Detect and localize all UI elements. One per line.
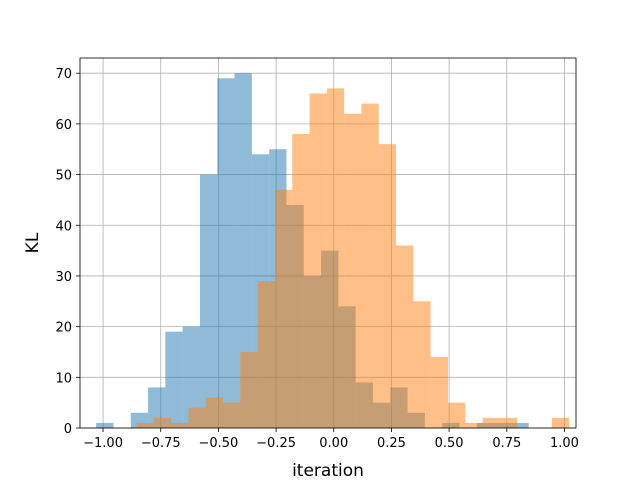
y-tick-label: 70 [55, 67, 72, 82]
histogram-bar [396, 245, 414, 428]
x-tick-label: −0.25 [256, 436, 296, 451]
histogram-bar [361, 103, 379, 428]
y-tick-label: 10 [55, 371, 72, 386]
histogram-bar [257, 281, 275, 428]
histogram-bar [96, 422, 114, 428]
histogram-bar [234, 73, 252, 429]
histogram-bar [217, 78, 235, 428]
histogram-bar [199, 174, 218, 428]
histogram-bar [511, 422, 529, 428]
x-tick-label: 1.00 [550, 436, 579, 451]
histogram-bar [482, 417, 500, 428]
histogram-bar [223, 402, 241, 428]
histogram-bar [292, 134, 310, 428]
y-tick-label: 60 [55, 118, 72, 133]
histogram-bar [205, 397, 224, 428]
axis-ticks: −1.00 −0.75 −0.50 −0.25 0.00 0.25 0.50 0.75 1.00… [55, 67, 578, 451]
y-tick-label: 30 [55, 270, 72, 285]
histogram-bar [274, 189, 293, 428]
y-tick-label: 40 [55, 219, 72, 234]
histogram-bar [344, 113, 362, 429]
histogram-bar [465, 422, 483, 428]
histogram-bars [96, 73, 570, 429]
histogram-bar [188, 407, 206, 428]
y-tick-label: 0 [64, 422, 72, 437]
x-tick-label: −0.50 [198, 436, 238, 451]
histogram-series-2 [136, 88, 570, 429]
histogram-bar [378, 144, 397, 429]
histogram-bar [165, 331, 183, 428]
histogram-bar [499, 417, 518, 428]
histogram-bar [430, 357, 448, 428]
y-axis-label: KL [23, 232, 43, 253]
histogram-bar [413, 301, 431, 428]
histogram-bar [551, 417, 570, 428]
histogram-bar [240, 351, 258, 428]
y-tick-label: 50 [55, 169, 72, 184]
histogram-bar [182, 326, 200, 428]
y-tick-label: 20 [55, 321, 72, 336]
x-tick-label: 0.75 [492, 436, 521, 451]
x-tick-label: −1.00 [83, 436, 123, 451]
histogram-bar [309, 93, 327, 428]
histogram-bar [136, 422, 154, 428]
x-tick-label: 0.50 [435, 436, 464, 451]
x-tick-label: −0.75 [141, 436, 181, 451]
x-tick-label: 0.25 [377, 436, 406, 451]
x-tick-label: 0.00 [319, 436, 348, 451]
x-axis-label: iteration [292, 461, 364, 480]
histogram-bar [171, 422, 189, 428]
histogram-bar [326, 88, 345, 429]
histogram-bar [447, 402, 466, 428]
histogram-bar [153, 417, 172, 428]
plot-frame [79, 57, 577, 429]
